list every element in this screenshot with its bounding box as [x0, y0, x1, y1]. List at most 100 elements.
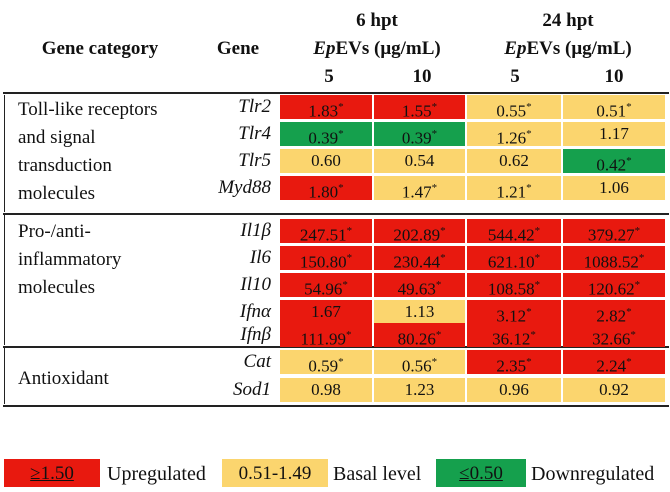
value-text: 120.62	[587, 279, 635, 299]
legend-basal-range: 0.51-1.49	[238, 463, 312, 484]
category-inflam-line-2: inflammatory	[18, 249, 122, 270]
value-cell: 1.83*	[280, 95, 372, 121]
value-cell: 80.26*	[374, 323, 465, 349]
significance-mark: *	[346, 329, 352, 341]
value-text: 1.55	[401, 101, 432, 121]
significance-mark: *	[338, 128, 344, 140]
evs-suffix-6: EVs (μg/mL)	[335, 38, 441, 59]
gene-name: Il1β	[240, 220, 271, 241]
value-cell: 36.12*	[467, 323, 561, 349]
header-dose-6-10: 10	[412, 66, 432, 87]
evs-prefix-6: Ep	[313, 38, 336, 59]
value-cell: 1.21*	[467, 176, 561, 202]
value-text: 0.60	[311, 151, 341, 170]
value-text: 49.63	[397, 279, 436, 299]
legend-down-range: ≤0.50	[459, 463, 503, 484]
value-cell: 2.82*	[563, 300, 665, 326]
value-text: 32.66	[592, 329, 631, 349]
significance-mark: *	[440, 252, 446, 264]
significance-mark: *	[346, 252, 353, 264]
value-cell: 0.39*	[374, 122, 465, 148]
value-cell: 1.47*	[374, 176, 465, 202]
value-cell: 2.24*	[563, 350, 665, 376]
category-tlr: Toll-like receptors and signal transduct…	[18, 96, 158, 208]
header-dose-24-5: 5	[510, 66, 520, 87]
value-cell: 1.80*	[280, 176, 372, 202]
value-text: 0.54	[404, 151, 435, 170]
value-cell: 1.17	[563, 122, 665, 146]
category-inflam-line-3: molecules	[18, 277, 96, 298]
significance-mark: *	[435, 329, 442, 341]
value-text: 1.67	[311, 302, 341, 321]
value-text: 2.35	[496, 356, 527, 376]
value-text: 247.51	[299, 225, 347, 245]
value-text: 0.59	[308, 356, 339, 376]
value-cell: 0.51*	[563, 95, 665, 121]
value-text: 0.51	[596, 101, 627, 121]
rule-table-bottom	[3, 405, 669, 407]
value-cell: 0.92	[563, 378, 665, 402]
value-cell: 0.39*	[280, 122, 372, 148]
significance-mark: *	[342, 279, 348, 291]
value-cell: 247.51*	[280, 219, 372, 245]
value-text: 0.39	[401, 128, 432, 148]
value-cell: 0.60	[280, 149, 372, 173]
value-cell: 32.66*	[563, 323, 665, 349]
value-cell: 0.98	[280, 378, 372, 402]
value-text: 1.23	[404, 380, 435, 399]
significance-mark: *	[626, 101, 632, 113]
significance-mark: *	[338, 356, 344, 368]
header-category: Gene category	[41, 38, 159, 59]
value-text: 3.12	[496, 306, 527, 326]
significance-mark: *	[431, 356, 438, 368]
legend-up-label: Upregulated	[107, 463, 206, 485]
category-antiox-line-1: Antioxidant	[18, 368, 109, 389]
value-text: 0.39	[308, 128, 339, 148]
value-cell: 1.06	[563, 176, 665, 200]
significance-mark: *	[534, 252, 541, 264]
legend-down-label: Downregulated	[531, 463, 655, 485]
value-cell: 379.27*	[563, 219, 665, 245]
value-cell: 111.99*	[280, 323, 372, 349]
value-text: 150.80	[299, 252, 347, 272]
significance-mark: *	[431, 101, 438, 113]
value-cell: 0.56*	[374, 350, 465, 376]
value-cell: 1.23	[374, 378, 465, 402]
value-cell: 54.96*	[280, 273, 372, 299]
legend-up-range: ≥1.50	[30, 463, 74, 484]
value-text: 1.80	[308, 182, 339, 202]
gene-name: Tlr2	[238, 96, 271, 117]
value-cell: 230.44*	[374, 246, 465, 272]
value-cell: 0.62	[467, 149, 561, 173]
category-tlr-line-1: Toll-like receptors	[18, 99, 158, 120]
gene-name: Il6	[249, 247, 271, 268]
value-cell: 49.63*	[374, 273, 465, 299]
value-text: 230.44	[393, 252, 441, 272]
gene-name: Ifnα	[239, 301, 271, 322]
value-cell: 1.13	[374, 300, 465, 324]
gene-name: Myd88	[218, 177, 271, 198]
value-text: 379.27	[587, 225, 635, 245]
group-left-border	[4, 215, 5, 345]
evs-prefix-24: Ep	[504, 38, 527, 59]
significance-mark: *	[526, 356, 532, 368]
group-left-border	[4, 95, 5, 212]
value-cell: 108.58*	[467, 273, 561, 299]
value-text: 2.24	[596, 356, 627, 376]
rule-group-2	[3, 346, 669, 348]
value-cell: 150.80*	[280, 246, 372, 272]
significance-mark: *	[638, 252, 645, 264]
gene-name: Tlr5	[238, 150, 271, 171]
significance-mark: *	[338, 182, 344, 194]
value-text: 36.12	[492, 329, 531, 349]
significance-mark: *	[526, 128, 532, 140]
header-dose-6-5: 5	[324, 66, 334, 87]
legend-swatch-up	[4, 459, 100, 487]
significance-mark: *	[626, 306, 632, 318]
value-text: 0.56	[401, 356, 432, 376]
value-text: 1088.52	[583, 252, 639, 272]
significance-mark: *	[530, 329, 536, 341]
value-text: 0.92	[599, 380, 629, 399]
significance-mark: *	[634, 225, 641, 237]
significance-mark: *	[534, 279, 541, 291]
